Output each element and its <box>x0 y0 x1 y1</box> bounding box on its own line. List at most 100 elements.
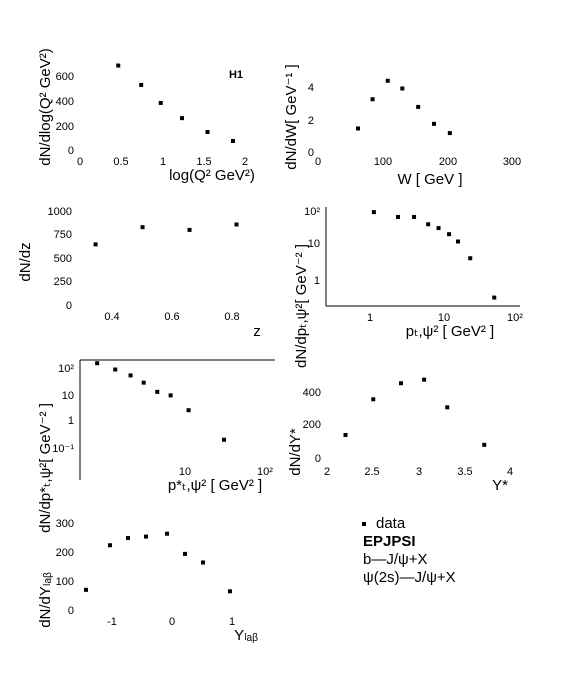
y-axis-label: dN/dlog(Q² GeV²) <box>37 48 54 166</box>
y-tick-label: 2 <box>308 115 314 127</box>
y-tick-label: 200 <box>56 547 74 559</box>
data-point <box>426 222 431 227</box>
x-tick-label: 300 <box>503 156 521 168</box>
x-tick-label: 0 <box>169 616 175 628</box>
y-axis-label: dN/dz <box>17 242 34 281</box>
panel-annotation: H1 <box>229 69 243 81</box>
data-point <box>396 214 401 219</box>
y-tick-label: 200 <box>56 121 74 133</box>
y-tick-label: 1 <box>314 275 320 287</box>
x-axis-label: W [ GeV ] <box>397 171 462 188</box>
y-axis-label: dN/dW[ GeV⁻¹ ] <box>283 64 300 169</box>
data-point <box>183 551 187 556</box>
data-point <box>201 560 205 565</box>
data-point <box>445 405 450 410</box>
x-tick-label: 1.5 <box>196 156 211 168</box>
x-tick-label: 0 <box>77 156 83 168</box>
data-point <box>371 210 376 215</box>
y-tick-label: 4 <box>308 82 314 94</box>
y-tick-label: 10 <box>62 390 74 402</box>
y-tick-label: 300 <box>56 518 74 530</box>
x-tick-label: 10 <box>179 466 191 478</box>
x-tick-label: 200 <box>439 156 457 168</box>
panel-z: 0.4 0.6 0.8 0 250 500 750 1000 z dN/dz <box>17 206 261 340</box>
legend-item-label: ψ(2s)—J/ψ+X <box>363 569 456 586</box>
data-point <box>139 82 144 87</box>
x-tick-label: 4 <box>507 466 513 478</box>
x-axis-label: Y* <box>492 477 508 494</box>
y-tick-label: 0 <box>68 605 74 617</box>
data-point <box>412 214 417 219</box>
data-point <box>126 536 130 541</box>
data-point <box>187 227 192 232</box>
y-axis-label: dN/dYₗₐᵦ <box>37 572 54 628</box>
data-point <box>416 104 421 109</box>
panel-pt2: 1 10 10² 1 10 10² pₜ,ψ² [ GeV² ] dN/dpₜ,ψ²[ GeV… <box>293 206 523 368</box>
x-tick-label: 2 <box>242 156 248 168</box>
panel-ylab: -1 0 1 0 100 200 300 Yₗₐᵦ dN/dYₗₐᵦ <box>37 518 258 644</box>
data-point <box>180 116 184 121</box>
x-axis-label: pₜ,ψ² [ GeV² ] <box>406 323 494 340</box>
legend-item-label: b—J/ψ+X <box>363 551 427 568</box>
data-point <box>144 534 148 539</box>
y-tick-label: 100 <box>56 576 74 588</box>
data-point <box>482 442 487 447</box>
data-point <box>447 131 452 136</box>
x-tick-label: 1 <box>160 156 166 168</box>
y-tick-label: 0 <box>68 145 74 157</box>
y-tick-label: 0 <box>315 453 321 465</box>
y-tick-label: 750 <box>54 229 72 241</box>
data-point <box>168 393 173 398</box>
data-point <box>155 389 160 394</box>
y-tick-label: 250 <box>54 276 72 288</box>
data-point <box>140 225 145 230</box>
x-tick-label: 0.8 <box>224 311 239 323</box>
x-tick-label: 1 <box>367 312 373 324</box>
x-tick-label: 100 <box>374 156 392 168</box>
y-tick-label: 500 <box>54 253 72 265</box>
y-tick-label: 600 <box>56 71 74 83</box>
data-point <box>113 367 118 372</box>
x-tick-label: 10 <box>438 312 450 324</box>
y-tick-label: 10⁻¹ <box>52 443 74 455</box>
y-tick-label: 0 <box>308 147 314 159</box>
data-point <box>385 78 390 83</box>
y-tick-label: 10 <box>308 238 320 250</box>
y-axis-label: dN/dpₜ,ψ²[ GeV⁻² ] <box>293 244 310 368</box>
y-tick-label: 1 <box>68 415 74 427</box>
data-point <box>222 437 227 442</box>
y-axis-label: dN/dp*ₜ,ψ²[ GeV⁻² ] <box>37 403 54 533</box>
data-point <box>128 373 133 378</box>
data-point <box>343 433 348 437</box>
x-tick-label: -1 <box>107 616 117 628</box>
y-tick-label: 400 <box>303 387 321 399</box>
data-point <box>422 377 427 382</box>
x-axis-label: z <box>253 323 261 340</box>
x-tick-label: 0.6 <box>164 311 179 323</box>
data-point <box>95 361 100 366</box>
y-tick-label: 0 <box>66 300 72 312</box>
x-tick-label: 1 <box>229 616 235 628</box>
y-tick-label: 200 <box>303 419 321 431</box>
data-point <box>231 139 235 143</box>
x-tick-label: 0.5 <box>113 156 128 168</box>
x-tick-label: 3.5 <box>457 466 472 478</box>
data-point <box>141 380 146 385</box>
x-tick-label: 10² <box>257 466 273 478</box>
y-tick-label: 10² <box>58 363 74 375</box>
y-tick-label: 400 <box>56 96 74 108</box>
data-point <box>116 63 121 68</box>
data-point <box>84 587 88 592</box>
x-tick-label: 0.4 <box>104 311 119 323</box>
data-point <box>205 130 210 134</box>
x-tick-label: 2 <box>324 466 330 478</box>
x-axis-label: p*ₜ,ψ² [ GeV² ] <box>168 477 262 494</box>
data-point <box>400 86 405 91</box>
legend-item-label: EPJPSI <box>363 533 416 550</box>
data-point <box>228 589 232 594</box>
panel-ystar: 2 2.5 3 3.5 4 0 200 400 Y* dN/dY* <box>287 377 513 494</box>
data-point <box>356 126 360 131</box>
x-tick-label: 3 <box>416 466 422 478</box>
